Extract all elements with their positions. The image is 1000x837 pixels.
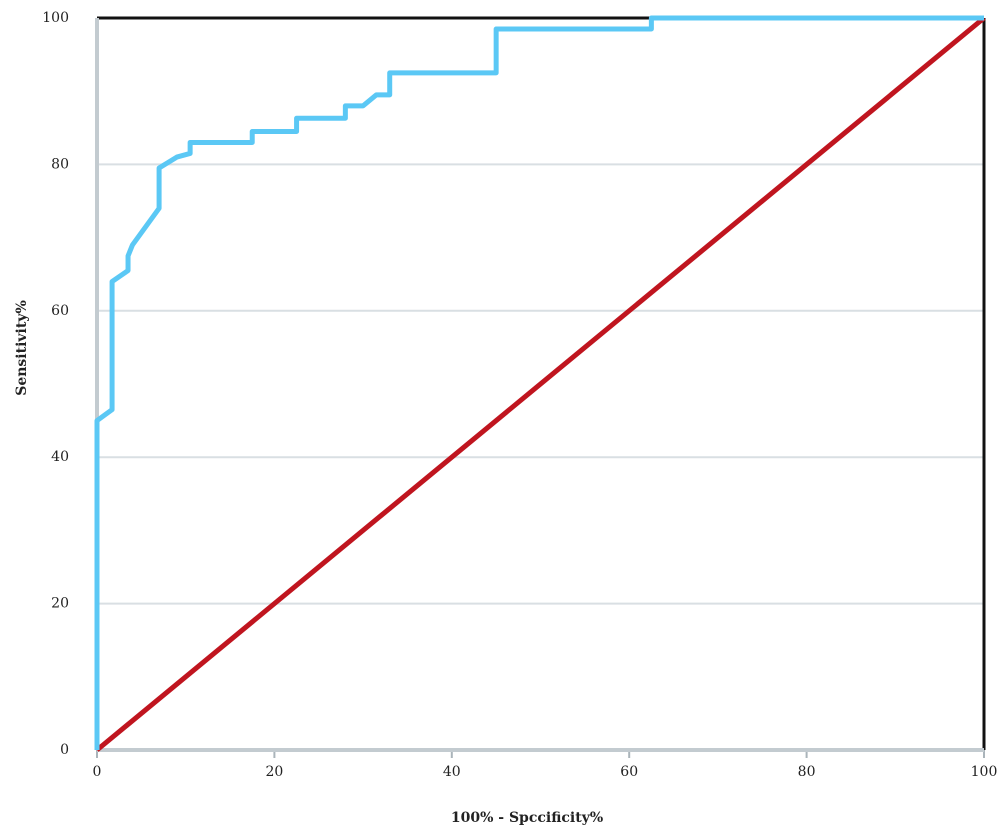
x-tick-label: 100	[971, 764, 998, 780]
y-tick-label: 20	[51, 596, 69, 612]
y-tick-label: 100	[42, 10, 69, 26]
y-tick-label: 80	[51, 156, 69, 172]
line-series	[95, 16, 986, 752]
x-axis-title: 100% - Spccificity%	[451, 810, 603, 826]
x-tick-label: 0	[93, 764, 102, 780]
y-tick-label: 60	[51, 303, 69, 319]
x-tick-label: 40	[443, 764, 461, 780]
line-series	[94, 15, 984, 750]
x-tick-label: 20	[265, 764, 283, 780]
y-tick-label: 40	[51, 449, 69, 465]
y-tick-label: 0	[60, 742, 69, 758]
y-axis-title: Sensitivity%	[14, 300, 30, 396]
x-tick-label: 60	[620, 764, 638, 780]
x-tick-label: 80	[798, 764, 816, 780]
